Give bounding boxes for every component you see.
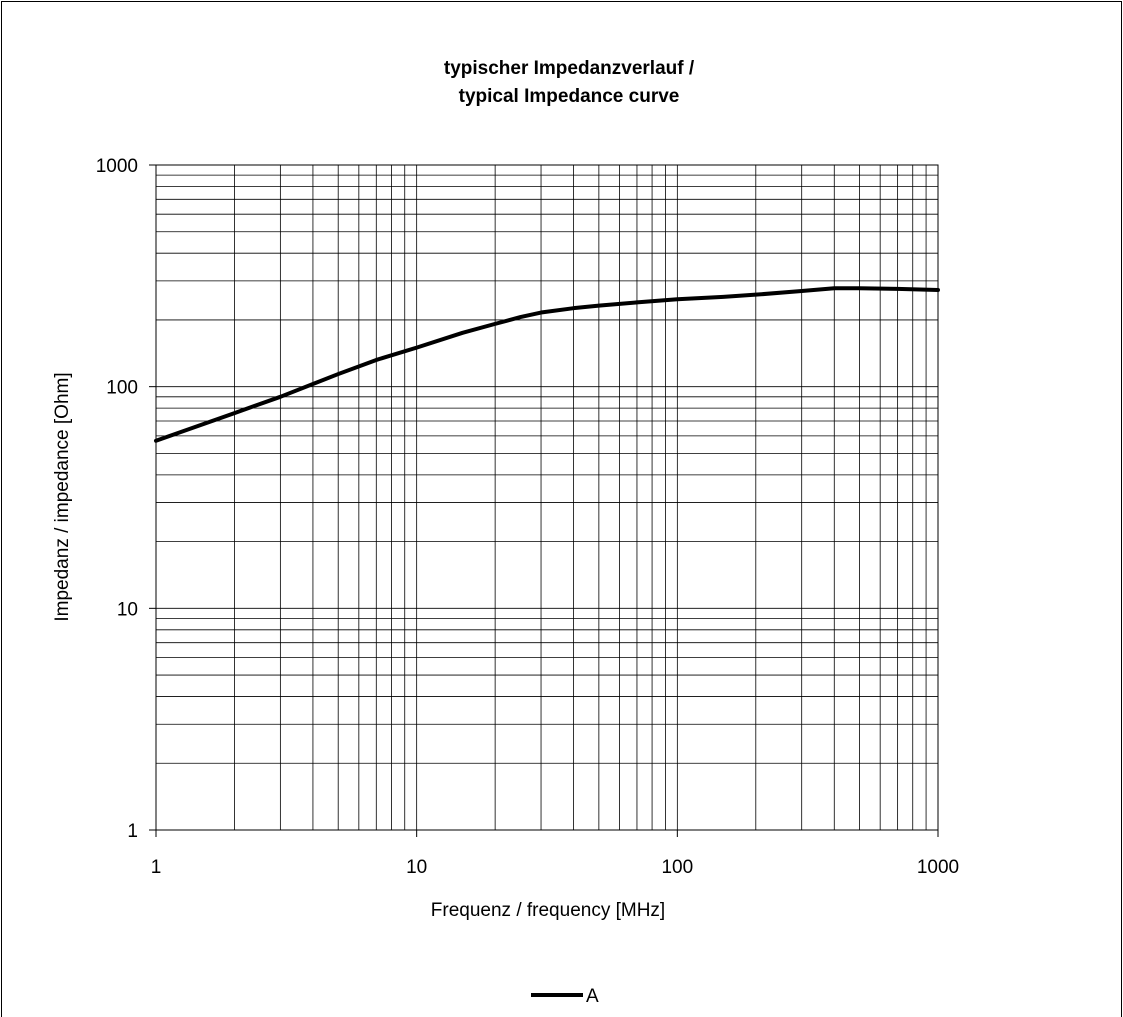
axis-ticks: 1 10 100 1000 1 10 100 1000 [96, 156, 959, 878]
grid-lines [155, 165, 938, 831]
x-tick-label: 1 [151, 857, 162, 878]
x-axis-label: Frequenz / frequency [MHz] [431, 900, 665, 921]
y-tick-label: 100 [106, 378, 138, 399]
y-axis-label: Impedanz / impedance [Ohm] [52, 372, 73, 621]
y-tick-label: 1000 [96, 156, 138, 177]
x-tick-label: 10 [406, 857, 427, 878]
x-tick-label: 1000 [917, 857, 959, 878]
y-tick-label: 10 [117, 599, 138, 620]
plot-area [155, 164, 939, 831]
legend-label-a: A [586, 986, 599, 1007]
chart-title-line2: typical Impedance curve [459, 86, 680, 107]
x-tick-label: 100 [661, 857, 693, 878]
series-layer [154, 286, 940, 443]
series-line-a [154, 286, 940, 443]
chart-title-line1: typischer Impedanzverlauf / [444, 58, 695, 79]
y-tick-label: 1 [127, 821, 138, 842]
legend: A [531, 986, 599, 1007]
